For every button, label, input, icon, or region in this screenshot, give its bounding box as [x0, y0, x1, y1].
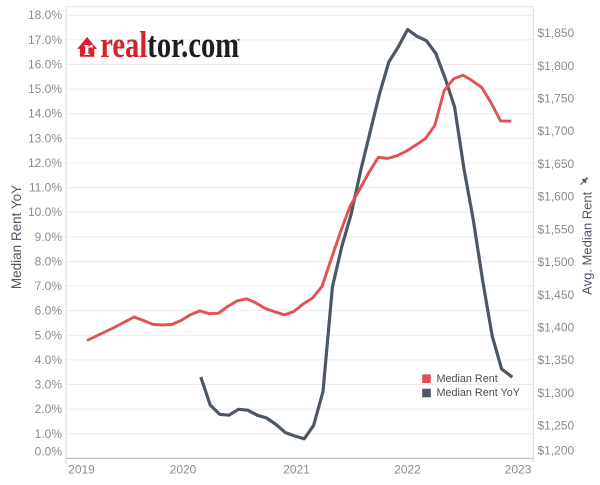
svg-text:Avg. Median Rent: Avg. Median Rent: [580, 191, 595, 294]
svg-text:6.0%: 6.0%: [35, 304, 63, 318]
svg-text:2019: 2019: [68, 463, 95, 477]
svg-text:r: r: [83, 35, 93, 60]
svg-text:9.0%: 9.0%: [35, 230, 63, 244]
svg-text:$1,450: $1,450: [538, 288, 575, 302]
svg-text:$1,650: $1,650: [538, 157, 575, 171]
svg-text:realtor.com: realtor.com: [100, 26, 239, 66]
svg-text:5.0%: 5.0%: [35, 328, 63, 342]
svg-text:17.0%: 17.0%: [28, 33, 62, 47]
svg-text:2020: 2020: [170, 463, 197, 477]
svg-text:2021: 2021: [283, 463, 310, 477]
svg-text:3.0%: 3.0%: [35, 378, 63, 392]
svg-text:$1,250: $1,250: [538, 419, 575, 433]
svg-text:$1,700: $1,700: [538, 124, 575, 138]
svg-text:$1,350: $1,350: [538, 353, 575, 367]
svg-text:Median Rent YoY: Median Rent YoY: [9, 185, 24, 289]
svg-text:2023: 2023: [505, 463, 532, 477]
svg-text:7.0%: 7.0%: [35, 279, 63, 293]
svg-text:Median Rent YoY: Median Rent YoY: [437, 387, 520, 399]
svg-text:$1,800: $1,800: [538, 59, 575, 73]
svg-text:10.0%: 10.0%: [28, 205, 62, 219]
svg-text:14.0%: 14.0%: [28, 107, 62, 121]
svg-text:16.0%: 16.0%: [28, 58, 62, 72]
svg-text:$1,600: $1,600: [538, 190, 575, 204]
svg-text:18.0%: 18.0%: [28, 8, 62, 22]
svg-text:2.0%: 2.0%: [35, 402, 63, 416]
svg-text:15.0%: 15.0%: [28, 82, 62, 96]
svg-text:1.0%: 1.0%: [35, 427, 63, 441]
svg-text:$1,200: $1,200: [538, 444, 575, 458]
svg-text:$1,500: $1,500: [538, 255, 575, 269]
svg-text:$1,400: $1,400: [538, 321, 575, 335]
svg-text:0.0%: 0.0%: [35, 445, 63, 459]
svg-text:12.0%: 12.0%: [28, 156, 62, 170]
svg-text:$1,750: $1,750: [538, 92, 575, 106]
svg-text:$1,550: $1,550: [538, 222, 575, 236]
svg-text:2022: 2022: [394, 463, 421, 477]
svg-text:13.0%: 13.0%: [28, 131, 62, 145]
svg-text:Median Rent: Median Rent: [437, 373, 498, 385]
svg-text:$1,300: $1,300: [538, 386, 575, 400]
svg-text:4.0%: 4.0%: [35, 353, 63, 367]
svg-text:11.0%: 11.0%: [29, 181, 62, 195]
svg-text:8.0%: 8.0%: [35, 254, 63, 268]
svg-text:$1,850: $1,850: [538, 26, 575, 40]
